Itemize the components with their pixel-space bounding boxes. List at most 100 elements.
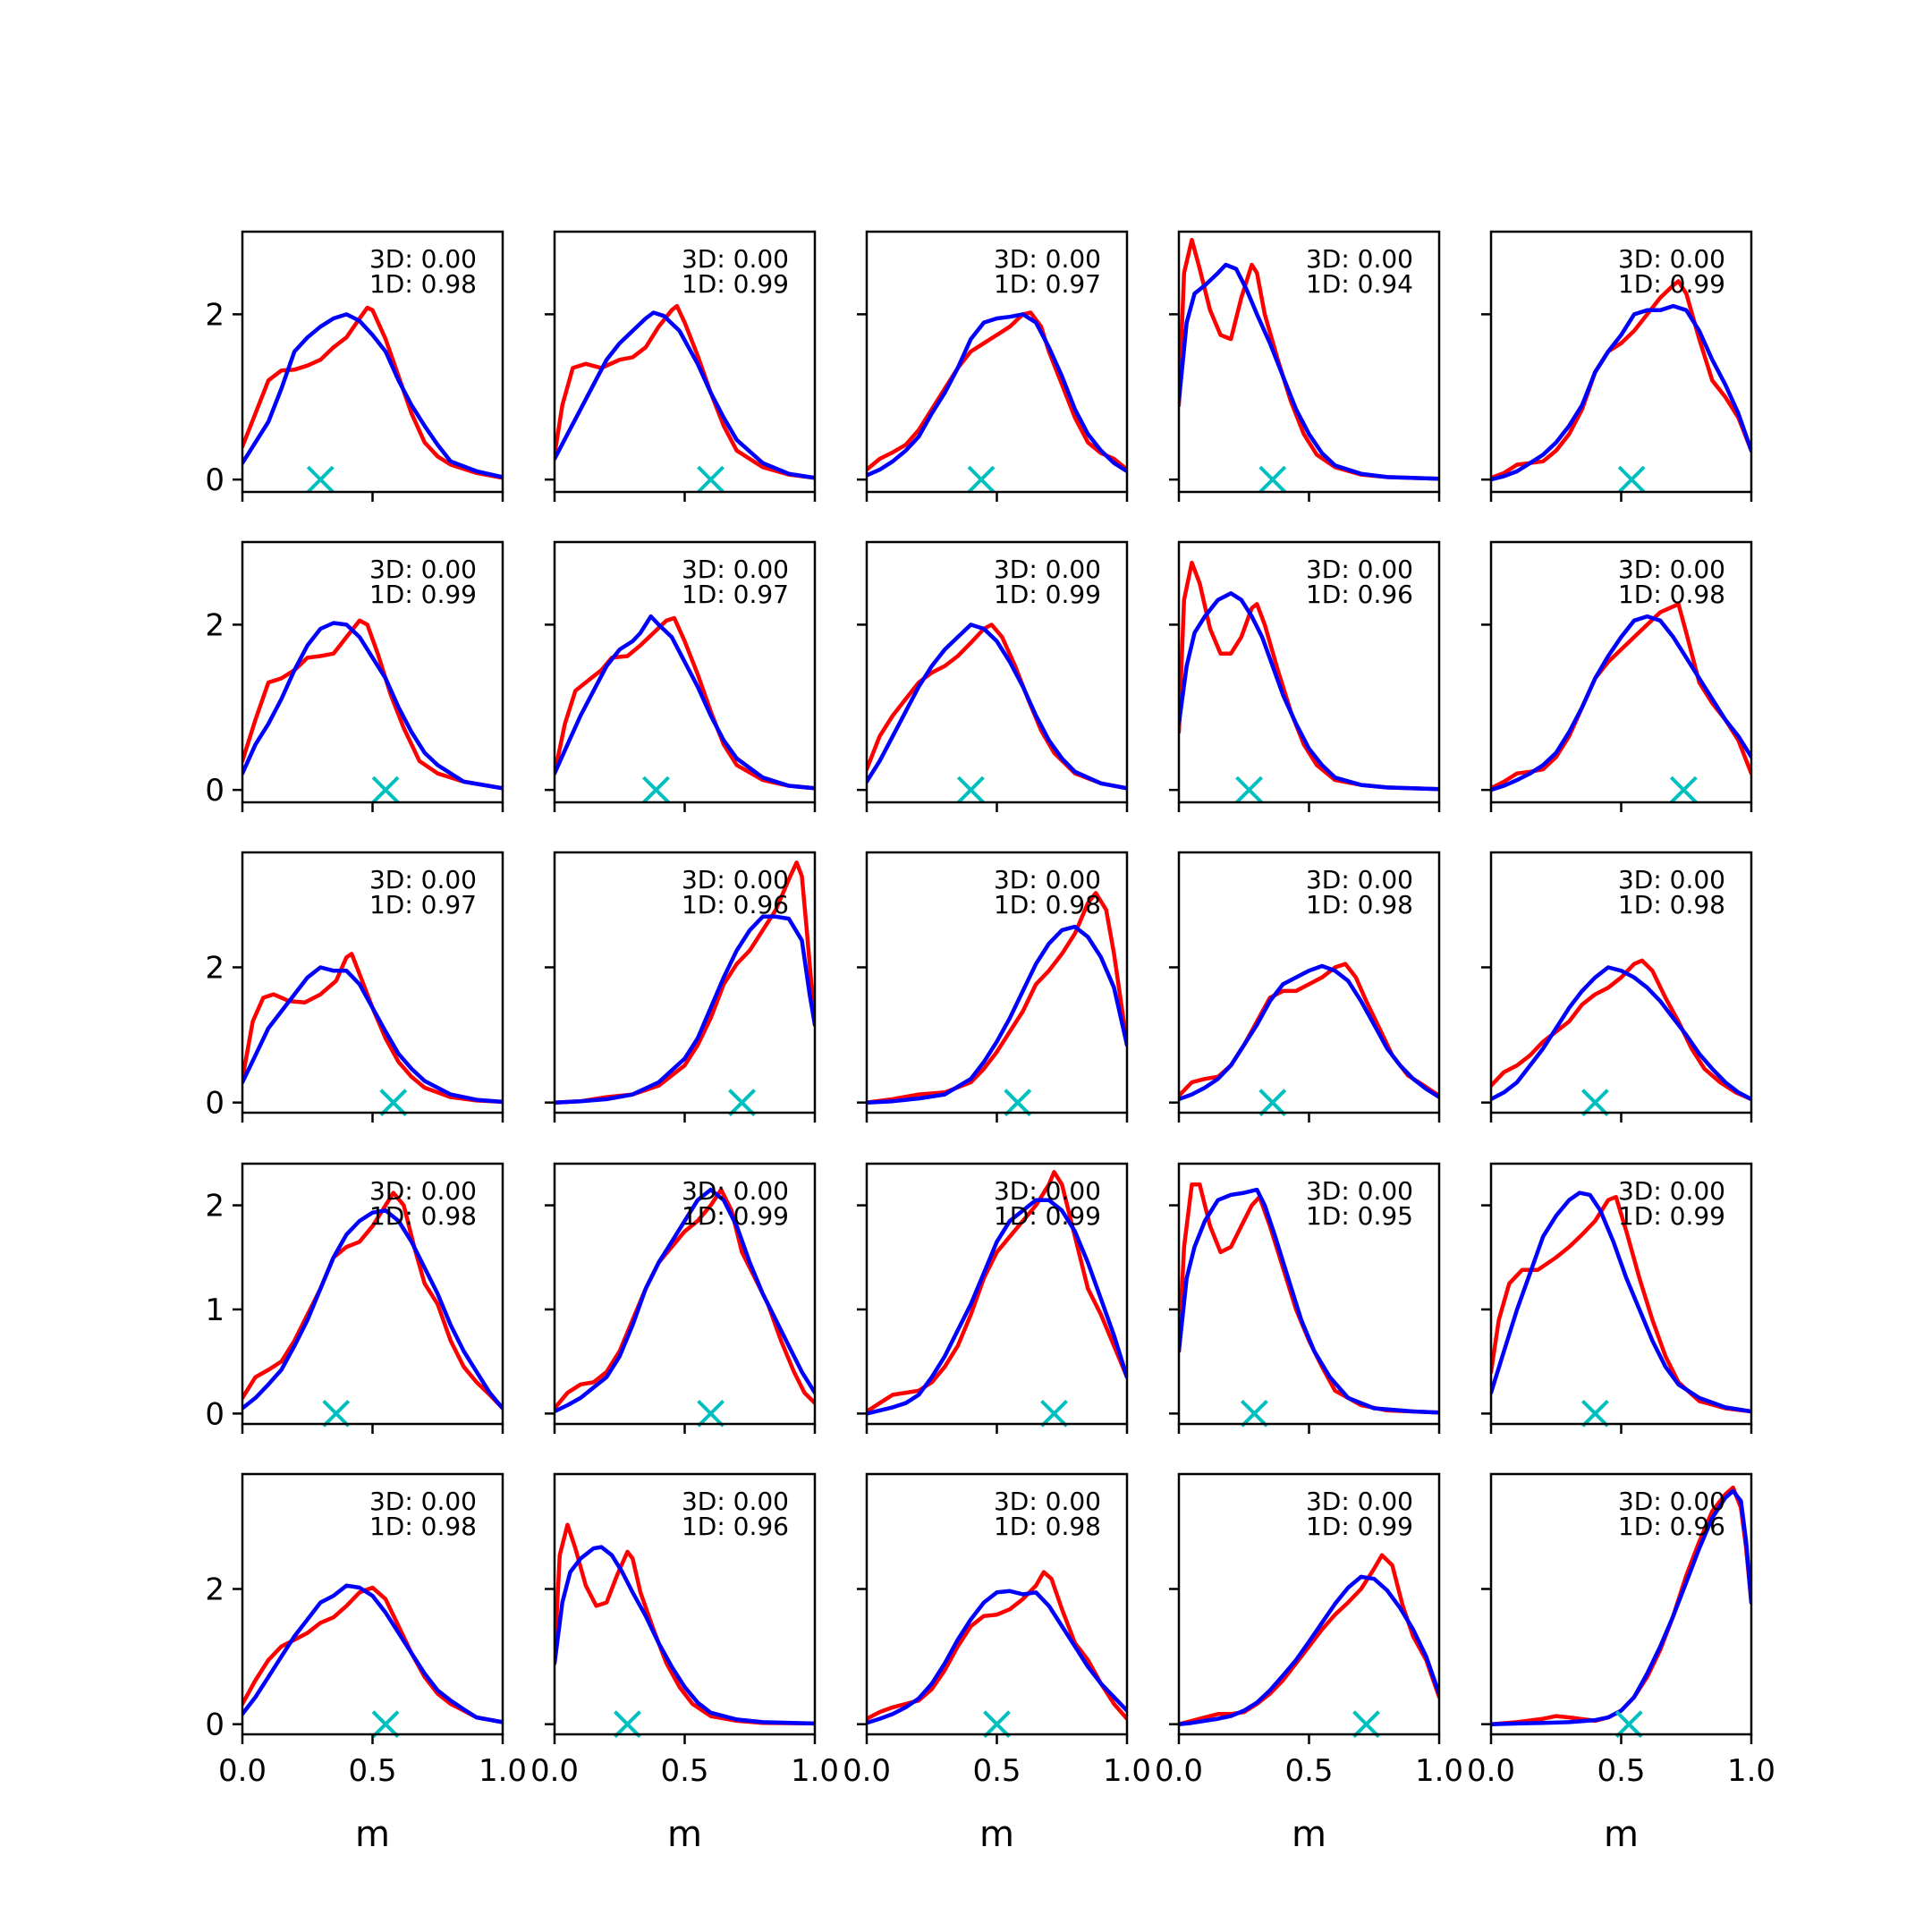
blue-density-curve (1491, 614, 1751, 792)
annotation-1d: 1D: 0.98 (1618, 580, 1725, 609)
x-tick-label: 0.0 (843, 1753, 891, 1789)
blue-density-curve (867, 1589, 1127, 1725)
y-tick-label: 2 (205, 1189, 225, 1224)
y-tick-label: 2 (205, 1572, 225, 1607)
cyan-x-marker (1617, 465, 1646, 494)
annotation-3d: 3D: 0.00 (994, 1176, 1101, 1206)
annotation-1d: 1D: 0.98 (369, 1512, 477, 1541)
annotation-1d: 1D: 0.97 (682, 580, 789, 609)
blue-density-curve (1179, 262, 1439, 481)
x-tick-label: 0.5 (972, 1753, 1021, 1789)
blue-density-curve (867, 924, 1127, 1105)
y-tick-label: 0 (205, 1086, 225, 1122)
annotation-1d: 1D: 0.99 (1618, 1201, 1725, 1231)
cyan-x-marker (322, 1399, 351, 1428)
annotation-3d: 3D: 0.00 (1618, 555, 1725, 584)
annotation-3d: 3D: 0.00 (369, 865, 477, 894)
y-tick-label: 0 (205, 773, 225, 809)
annotation-1d: 1D: 0.96 (682, 1512, 789, 1541)
red-density-curve (867, 623, 1127, 791)
cyan-x-marker (967, 465, 996, 494)
red-density-curve (242, 1191, 503, 1411)
y-tick-label: 2 (205, 950, 225, 986)
cyan-x-marker (1258, 1089, 1287, 1117)
annotation-1d: 1D: 0.98 (994, 890, 1101, 919)
blue-density-curve (555, 914, 815, 1105)
blue-density-curve (1491, 303, 1751, 482)
blue-density-curve (867, 1198, 1127, 1416)
cyan-x-marker (371, 1710, 400, 1739)
cyan-x-marker (1040, 1399, 1068, 1428)
blue-density-curve (242, 621, 503, 791)
cyan-x-marker (697, 465, 725, 494)
annotation-1d: 1D: 0.99 (682, 1201, 789, 1231)
y-tick-label: 1 (205, 1292, 225, 1328)
red-density-curve (867, 1170, 1127, 1414)
cyan-x-marker (1235, 775, 1263, 804)
annotation-1d: 1D: 0.98 (1306, 890, 1413, 919)
annotation-3d: 3D: 0.00 (1306, 1487, 1413, 1516)
x-tick-label: 1.0 (1415, 1753, 1463, 1789)
y-tick-label: 2 (205, 297, 225, 333)
red-density-curve (555, 615, 815, 791)
red-density-curve (555, 303, 815, 480)
annotation-1d: 1D: 0.99 (1618, 269, 1725, 299)
cyan-x-marker (1669, 775, 1698, 804)
red-density-curve (1491, 279, 1751, 480)
blue-density-curve (242, 312, 503, 479)
y-tick-label: 2 (205, 607, 225, 643)
x-tick-label: 1.0 (1727, 1753, 1775, 1789)
annotation-1d: 1D: 0.99 (682, 269, 789, 299)
x-tick-label: 0.0 (218, 1753, 267, 1789)
x-tick-label: 0.0 (530, 1753, 579, 1789)
annotation-1d: 1D: 0.94 (1306, 269, 1413, 299)
red-density-curve (242, 618, 503, 791)
annotation-1d: 1D: 0.99 (994, 1201, 1101, 1231)
annotation-3d: 3D: 0.00 (1618, 865, 1725, 894)
annotation-1d: 1D: 0.95 (1306, 1201, 1413, 1231)
blue-density-curve (555, 1545, 815, 1726)
y-tick-label: 0 (205, 462, 225, 498)
annotation-3d: 3D: 0.00 (994, 1487, 1101, 1516)
blue-density-curve (555, 1187, 815, 1414)
red-density-curve (1491, 958, 1751, 1102)
x-tick-label: 0.5 (1284, 1753, 1333, 1789)
red-density-curve (555, 1522, 815, 1726)
red-density-curve (1179, 1553, 1439, 1726)
annotation-1d: 1D: 0.97 (994, 269, 1101, 299)
annotation-1d: 1D: 0.96 (1618, 1512, 1725, 1541)
annotation-1d: 1D: 0.98 (1618, 890, 1725, 919)
annotation-1d: 1D: 0.98 (369, 1201, 477, 1231)
annotation-1d: 1D: 0.99 (1306, 1512, 1413, 1541)
blue-density-curve (242, 965, 503, 1105)
cyan-x-marker (697, 1399, 725, 1428)
red-density-curve (242, 305, 503, 480)
blue-density-curve (1179, 1574, 1439, 1726)
annotation-1d: 1D: 0.96 (682, 890, 789, 919)
blue-density-curve (1491, 965, 1751, 1102)
red-density-curve (555, 1187, 815, 1411)
annotation-3d: 3D: 0.00 (682, 865, 789, 894)
x-axis-label: m (979, 1814, 1014, 1855)
annotation-3d: 3D: 0.00 (682, 244, 789, 274)
annotation-3d: 3D: 0.00 (369, 555, 477, 584)
cyan-x-marker (956, 775, 985, 804)
cyan-x-marker (1580, 1089, 1609, 1117)
x-tick-label: 0.0 (1467, 1753, 1515, 1789)
y-tick-label: 0 (205, 1396, 225, 1432)
annotation-3d: 3D: 0.00 (1618, 1176, 1725, 1206)
